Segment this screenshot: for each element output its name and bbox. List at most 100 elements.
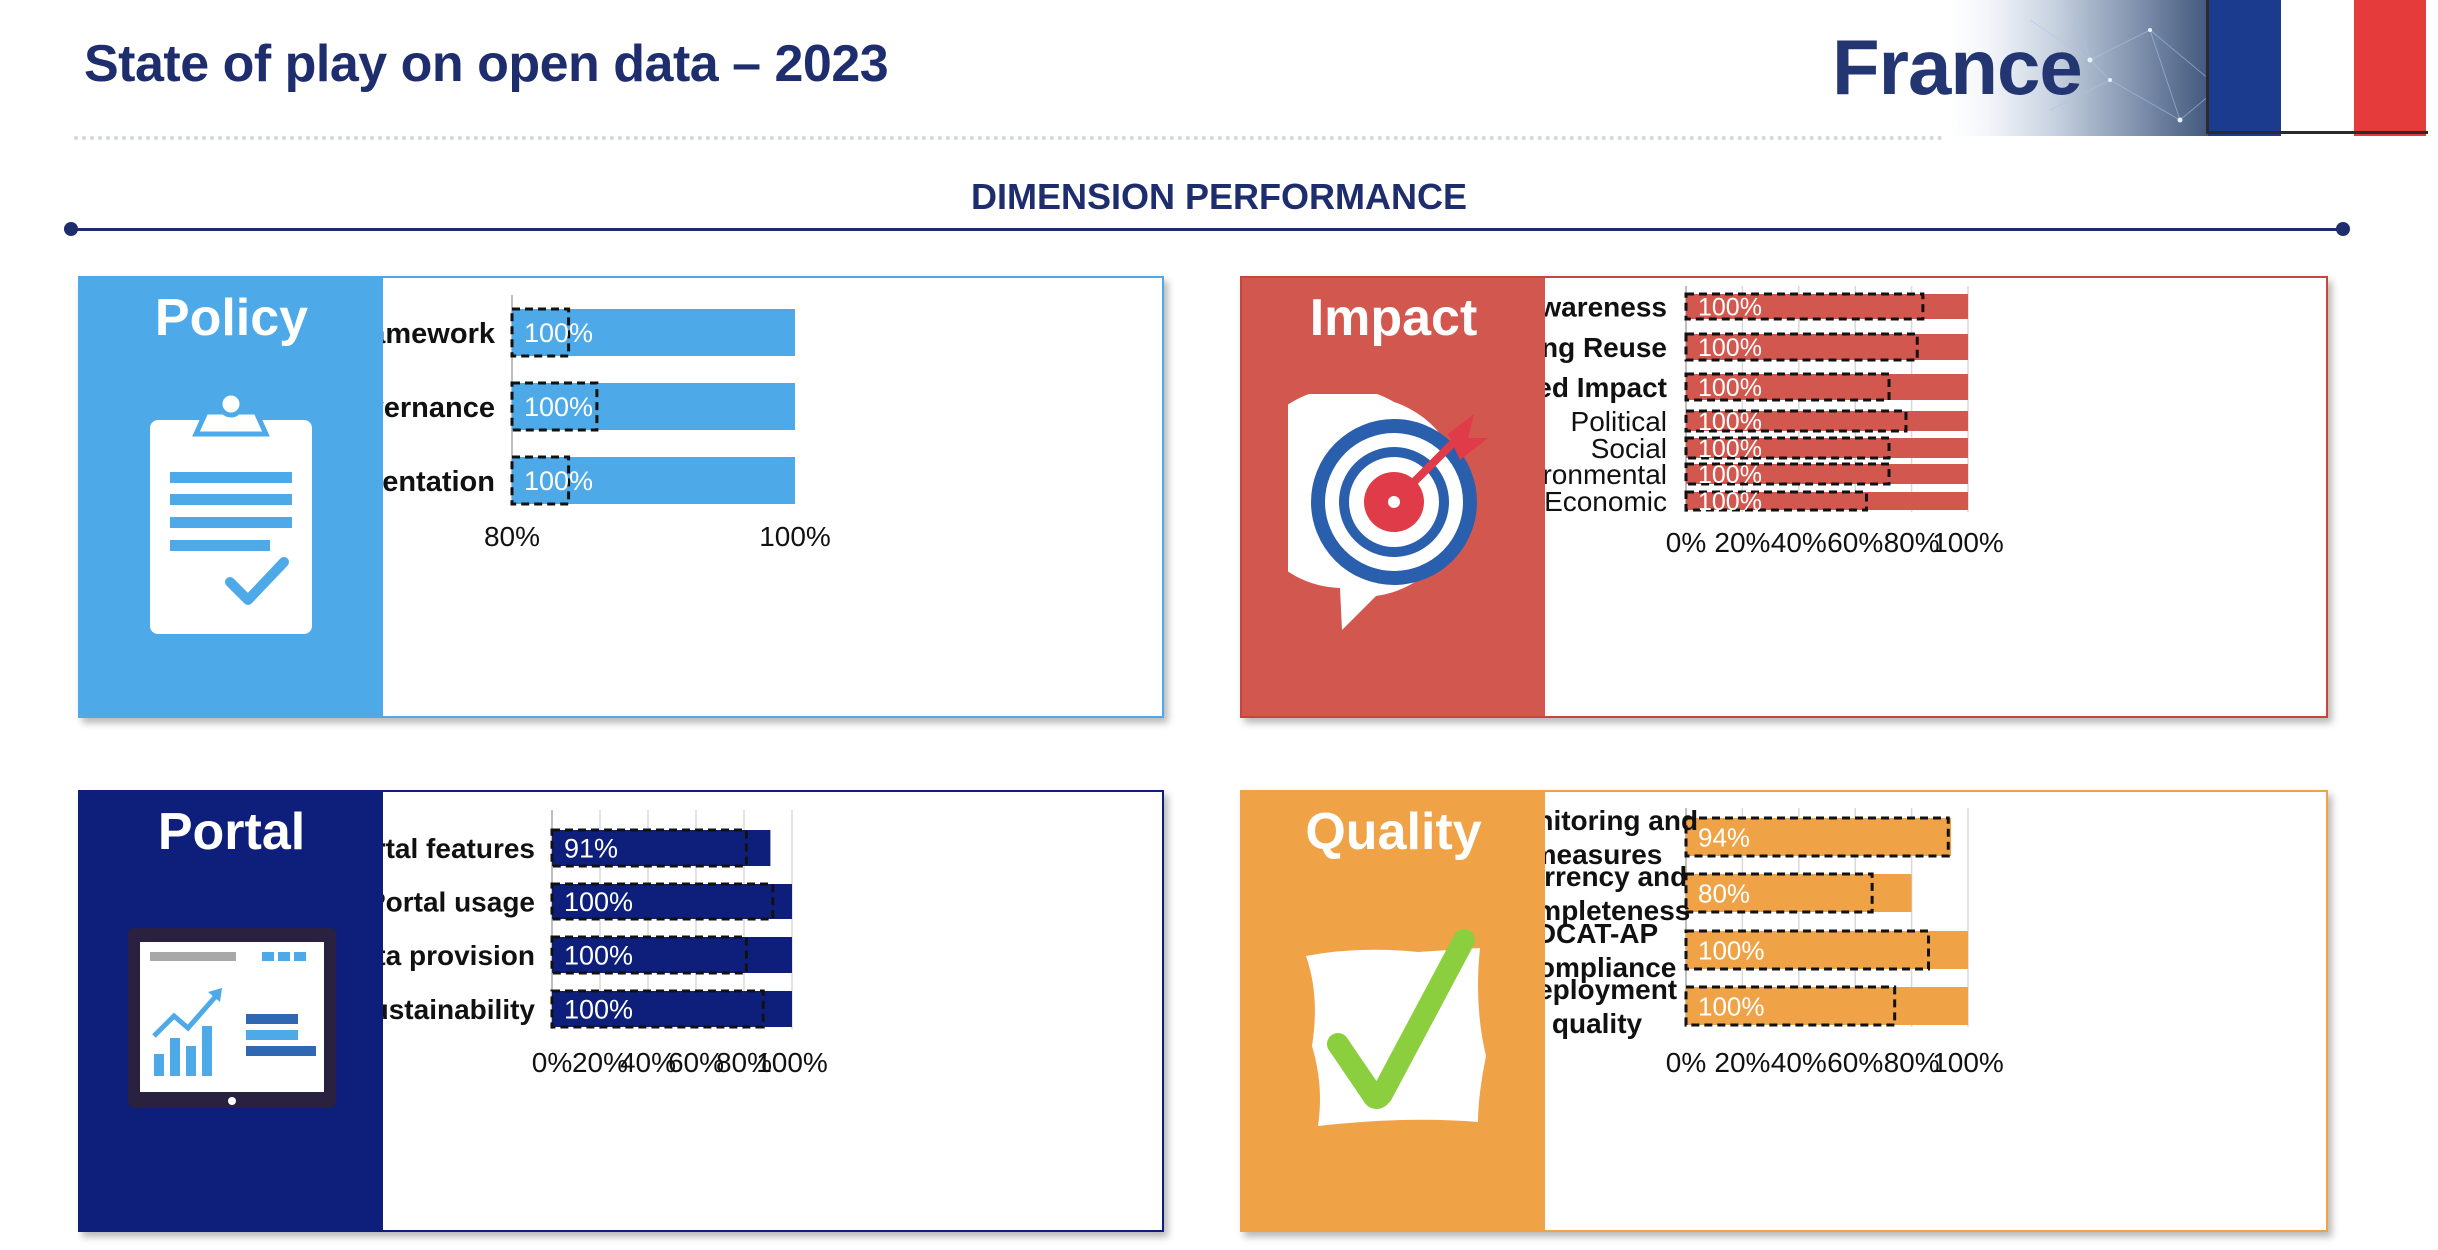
portal-data-label: 100% — [564, 941, 633, 971]
impact-reference-box — [1684, 462, 1891, 486]
impact-data-label: 100% — [1698, 408, 1762, 436]
quality-sidebar: Quality — [1242, 792, 1545, 1230]
monitor-chart-icon — [128, 928, 336, 1108]
impact-panel: Impact 100%Awareness100%Measuring Reuse1… — [1240, 276, 2328, 718]
quality-reference-box — [1684, 872, 1874, 914]
target-arrow-icon — [1288, 394, 1488, 630]
quality-category-label-line: quality — [1552, 1008, 1643, 1039]
portal-tick-label: 40% — [620, 1047, 676, 1078]
portal-tick-label: 20% — [572, 1047, 628, 1078]
impact-bar — [1686, 374, 1968, 400]
portal-tick-label: 0% — [532, 1047, 572, 1078]
policy-category-label: Governance — [383, 392, 495, 424]
quality-tick-label: 0% — [1666, 1047, 1706, 1078]
impact-reference-box — [1684, 332, 1919, 362]
quality-category-label-line: Currency and — [1545, 861, 1687, 892]
policy-panel: Policy 100% Policy Framework 100% Governanc… — [78, 276, 1164, 718]
section-rule-end-dot — [2336, 222, 2350, 236]
impact-category-label: Environmental — [1545, 459, 1667, 490]
portal-category-label: Data provision — [383, 940, 535, 971]
portal-data-label: 91% — [564, 834, 618, 864]
portal-sidebar: Portal — [80, 792, 383, 1230]
flag-red-stripe — [2354, 0, 2426, 136]
quality-chart: 94%Monitoring andmeasures80%Currency and… — [1545, 805, 2004, 1078]
policy-data-label: 100% — [524, 392, 593, 422]
impact-sidebar: Impact — [1242, 278, 1545, 716]
flag-blue-stripe — [2208, 0, 2281, 136]
portal-data-label: 100% — [564, 995, 633, 1025]
impact-category-label: Awareness — [1545, 292, 1667, 323]
quality-reference-box — [1684, 985, 1897, 1027]
portal-chart: 91% Portal features 100% Portal usage 100% Da… — [383, 810, 828, 1078]
portal-reference-box — [550, 882, 775, 921]
quality-category-label: Monitoring andmeasures — [1545, 805, 1698, 870]
impact-tick-label: 80% — [1884, 527, 1940, 558]
impact-bar — [1686, 411, 1968, 431]
section-rule — [72, 228, 2342, 231]
portal-category-label: Portal features — [383, 833, 535, 864]
policy-tick-label: 80% — [484, 521, 540, 552]
impact-tick-label: 60% — [1827, 527, 1883, 558]
impact-data-label: 100% — [1698, 488, 1762, 516]
portal-tick-label: 80% — [716, 1047, 772, 1078]
quality-bar — [1686, 874, 1912, 912]
quality-reference-box — [1684, 816, 1950, 858]
policy-reference-box — [510, 307, 571, 358]
portal-bar — [552, 884, 792, 919]
impact-category-label: Measuring Reuse — [1545, 332, 1667, 363]
impact-reference-box — [1684, 490, 1868, 512]
policy-tick-label: 100% — [759, 521, 831, 552]
portal-panel: Portal 91% Portal features 100% Portal usag… — [78, 790, 1164, 1232]
portal-bar — [552, 991, 792, 1027]
impact-title: Impact — [1309, 289, 1478, 347]
impact-tick-label: 40% — [1771, 527, 1827, 558]
flag-frame — [2206, 0, 2428, 134]
quality-bar — [1686, 987, 1968, 1025]
portal-bar — [552, 830, 771, 866]
impact-tick-label: 0% — [1666, 527, 1706, 558]
quality-tick-label: 80% — [1884, 1047, 1940, 1078]
impact-category-label: Political — [1571, 406, 1667, 437]
quality-tick-label: 60% — [1827, 1047, 1883, 1078]
checkmark-icon — [1306, 929, 1486, 1126]
impact-data-label: 100% — [1698, 294, 1762, 322]
impact-category-label: Social — [1591, 433, 1667, 464]
clipboard-checklist-icon — [150, 390, 312, 634]
quality-data-label: 80% — [1698, 878, 1750, 908]
quality-bar — [1686, 818, 1952, 856]
policy-bar — [512, 309, 795, 356]
quality-reference-box — [1684, 929, 1931, 971]
policy-bar — [512, 457, 795, 504]
portal-reference-box — [550, 935, 748, 975]
policy-reference-box — [510, 381, 599, 432]
impact-reference-box — [1684, 436, 1891, 460]
impact-bar — [1686, 438, 1968, 458]
impact-chart: 100% Awareness 100% Measuring Reuse 100% Crea… — [1545, 286, 2004, 558]
quality-bar — [1686, 931, 1968, 969]
portal-title: Portal — [157, 803, 306, 861]
portal-category-label: Portal sustainability — [383, 994, 535, 1025]
impact-data-label: 100% — [1698, 334, 1762, 362]
quality-category-label-line: DCAT-AP — [1545, 918, 1658, 949]
policy-category-label: Implementation — [383, 466, 495, 498]
quality-tick-label: 100% — [1932, 1047, 2004, 1078]
portal-reference-box — [550, 989, 765, 1029]
policy-data-label: 100% — [524, 318, 593, 348]
portal-bar — [552, 937, 792, 973]
impact-reference-box — [1684, 409, 1908, 433]
policy-bar — [512, 383, 795, 430]
impact-category-label: Created Impact — [1545, 372, 1667, 403]
quality-category-label: Currency andcompleteness — [1545, 861, 1690, 926]
quality-category-label-line: measures — [1545, 839, 1662, 870]
impact-tick-label: 20% — [1714, 527, 1770, 558]
quality-category-label: DCAT-APCompliance — [1545, 918, 1676, 983]
portal-reference-box — [550, 828, 748, 868]
quality-tick-label: 40% — [1771, 1047, 1827, 1078]
impact-bar — [1686, 492, 1968, 510]
section-title: DIMENSION PERFORMANCE — [970, 176, 1468, 217]
impact-data-label: 100% — [1698, 374, 1762, 402]
impact-reference-box — [1684, 292, 1925, 321]
portal-category-label: Portal usage — [383, 887, 535, 918]
portal-tick-label: 60% — [668, 1047, 724, 1078]
quality-category-label-line: completeness — [1545, 895, 1690, 926]
